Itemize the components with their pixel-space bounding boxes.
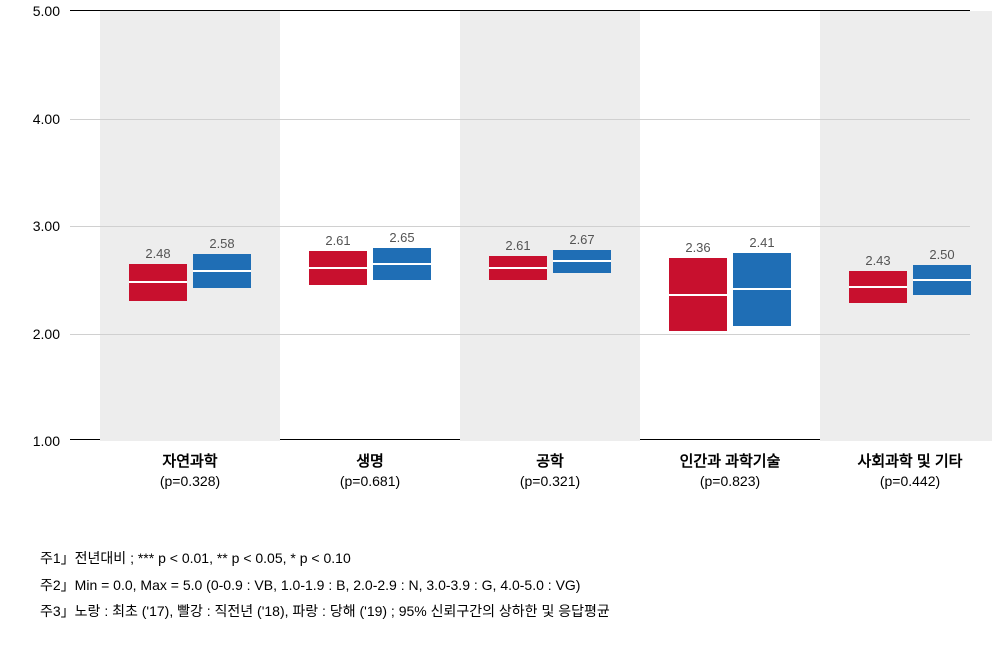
y-axis-tick: 3.00 xyxy=(15,218,60,234)
value-label-blue: 2.50 xyxy=(929,247,954,262)
x-axis-category: 인간과 과학기술 xyxy=(680,450,781,471)
value-label-red: 2.61 xyxy=(505,238,530,253)
box-red xyxy=(129,264,187,302)
value-label-red: 2.36 xyxy=(685,240,710,255)
plot-region: 1.002.003.004.005.002.482.582.612.652.61… xyxy=(70,10,970,440)
p-value-label: (p=0.328) xyxy=(160,473,220,489)
midline xyxy=(129,281,187,283)
value-label-blue: 2.67 xyxy=(569,232,594,247)
midline xyxy=(553,260,611,262)
midline xyxy=(309,267,367,269)
x-axis-category: 공학 xyxy=(536,450,564,471)
y-axis-tick: 1.00 xyxy=(15,433,60,449)
gridline xyxy=(70,119,970,120)
x-axis-category: 생명 xyxy=(356,450,384,471)
midline xyxy=(849,286,907,288)
x-axis-category: 사회과학 및 기타 xyxy=(858,450,963,471)
gridline xyxy=(70,334,970,335)
footnote-1: 주1」전년대비 ; *** p < 0.01, ** p < 0.05, * p… xyxy=(40,545,610,572)
box-blue xyxy=(373,248,431,280)
value-label-blue: 2.65 xyxy=(389,230,414,245)
box-red xyxy=(489,256,547,280)
y-axis-tick: 4.00 xyxy=(15,111,60,127)
box-red xyxy=(669,258,727,331)
value-label-red: 2.43 xyxy=(865,253,890,268)
p-value-label: (p=0.681) xyxy=(340,473,400,489)
x-axis-category: 자연과학 xyxy=(162,450,217,471)
p-value-label: (p=0.823) xyxy=(700,473,760,489)
value-label-red: 2.61 xyxy=(325,233,350,248)
p-value-label: (p=0.321) xyxy=(520,473,580,489)
midline xyxy=(373,263,431,265)
midline xyxy=(913,279,971,281)
midline xyxy=(669,294,727,296)
chart-area: 1.002.003.004.005.002.482.582.612.652.61… xyxy=(70,10,970,470)
box-red xyxy=(309,251,367,285)
value-label-blue: 2.58 xyxy=(209,236,234,251)
footnote-3: 주3」노랑 : 최초 ('17), 빨강 : 직전년 ('18), 파랑 : 당… xyxy=(40,598,610,625)
box-blue xyxy=(193,254,251,288)
midline xyxy=(193,270,251,272)
box-blue xyxy=(553,250,611,274)
y-axis-tick: 5.00 xyxy=(15,3,60,19)
footnotes: 주1」전년대비 ; *** p < 0.01, ** p < 0.05, * p… xyxy=(40,545,610,625)
midline xyxy=(733,288,791,290)
y-axis-tick: 2.00 xyxy=(15,326,60,342)
footnote-2: 주2」Min = 0.0, Max = 5.0 (0-0.9 : VB, 1.0… xyxy=(40,572,610,599)
midline xyxy=(489,267,547,269)
value-label-blue: 2.41 xyxy=(749,235,774,250)
value-label-red: 2.48 xyxy=(145,246,170,261)
box-blue xyxy=(733,253,791,326)
p-value-label: (p=0.442) xyxy=(880,473,940,489)
box-blue xyxy=(913,265,971,295)
box-red xyxy=(849,271,907,303)
gridline xyxy=(70,226,970,227)
